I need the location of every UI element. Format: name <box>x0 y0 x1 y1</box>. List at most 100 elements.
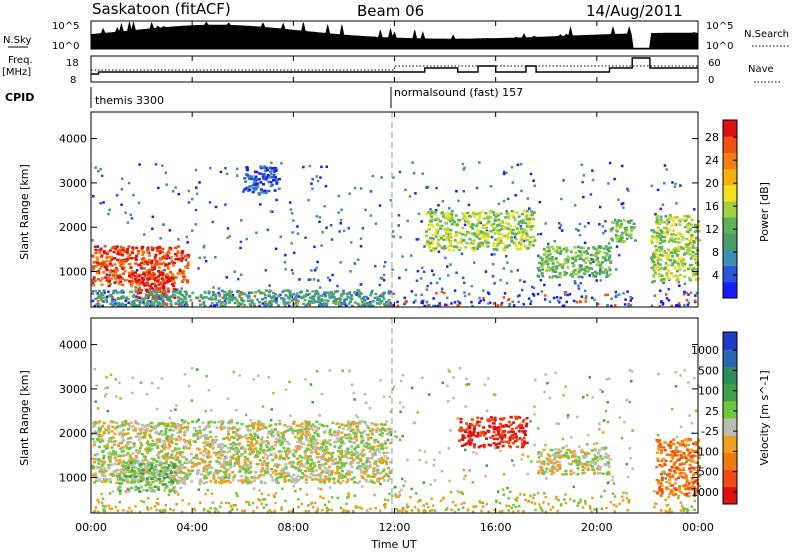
echo-cell <box>359 459 363 463</box>
echo-cell <box>163 281 166 285</box>
echo-cell <box>430 210 433 213</box>
echo-cell <box>328 291 332 294</box>
scatter-cell <box>625 492 628 495</box>
echo-cell <box>439 225 443 228</box>
echo-cell <box>92 276 96 279</box>
echo-cell <box>134 290 138 293</box>
echo-cell <box>157 464 160 467</box>
scatter-cell <box>546 381 549 385</box>
echo-cell <box>269 453 273 456</box>
echo-cell <box>135 450 139 454</box>
echo-cell <box>651 256 655 259</box>
echo-cell <box>671 229 675 232</box>
echo-cell <box>660 278 664 281</box>
colorbar-tick-label: 12 <box>705 223 719 236</box>
echo-cell <box>133 470 137 473</box>
scatter-cell <box>502 170 506 174</box>
echo-cell <box>672 240 676 243</box>
echo-cell <box>253 432 257 435</box>
scatter-cell <box>620 495 624 498</box>
echo-cell <box>363 295 367 299</box>
scatter-cell <box>674 385 678 388</box>
echo-cell <box>305 475 309 478</box>
scatter-cell <box>176 288 179 291</box>
scatter-cell <box>514 505 518 509</box>
echo-cell <box>663 232 667 235</box>
echo-cell <box>98 267 102 271</box>
scatter-cell <box>392 235 395 238</box>
echo-cell <box>135 456 139 459</box>
scatter-cell <box>155 407 159 411</box>
echo-cell <box>237 434 241 437</box>
echo-cell <box>135 246 139 250</box>
echo-cell <box>658 222 662 226</box>
scatter-cell <box>527 455 530 458</box>
echo-cell <box>473 234 477 237</box>
echo-cell <box>611 239 615 242</box>
echo-cell <box>143 259 147 262</box>
echo-cell <box>583 269 587 272</box>
echo-cell <box>91 466 95 469</box>
scatter-cell <box>257 498 260 501</box>
scatter-cell <box>429 509 432 513</box>
scatter-cell <box>621 202 625 205</box>
echo-cell <box>187 422 190 425</box>
echo-cell <box>688 265 692 269</box>
echo-cell <box>112 250 116 254</box>
scatter-cell <box>288 201 292 204</box>
echo-cell <box>295 304 299 307</box>
scatter-cell <box>547 502 550 506</box>
scatter-cell <box>626 187 629 191</box>
echo-cell <box>257 191 261 195</box>
echo-cell <box>385 473 389 476</box>
echo-cell <box>343 462 347 465</box>
scatter-cell <box>663 164 667 167</box>
echo-cell <box>431 233 435 236</box>
scatter-cell <box>389 290 393 294</box>
echo-cell <box>309 449 313 452</box>
echo-cell <box>222 466 226 469</box>
scatter-cell <box>104 393 108 396</box>
scatter-cell <box>310 269 313 272</box>
echo-cell <box>150 444 154 447</box>
echo-cell <box>571 265 575 268</box>
echo-cell <box>181 450 185 454</box>
nsky-label: N.Sky <box>3 35 31 46</box>
echo-cell <box>543 253 547 256</box>
scatter-cell <box>270 510 273 514</box>
echo-cell <box>317 460 321 464</box>
scatter-cell <box>604 220 607 223</box>
scatter-cell <box>195 192 199 196</box>
echo-cell <box>100 283 104 286</box>
scatter-cell <box>157 295 161 298</box>
echo-cell <box>596 258 600 261</box>
echo-cell <box>654 245 658 248</box>
scatter-cell <box>564 501 568 505</box>
scatter-cell <box>406 458 409 462</box>
echo-cell <box>313 425 317 428</box>
echo-cell <box>690 254 694 258</box>
echo-cell <box>449 236 453 239</box>
echo-cell <box>602 247 606 250</box>
echo-cell <box>695 236 698 240</box>
echo-cell <box>97 433 101 436</box>
echo-cell <box>211 438 215 441</box>
scatter-cell <box>555 296 559 299</box>
echo-cell <box>110 299 114 303</box>
echo-cell <box>199 295 203 298</box>
echo-cell <box>91 254 95 257</box>
echo-cell <box>113 281 117 284</box>
echo-cell <box>673 248 677 252</box>
echo-cell <box>476 218 480 221</box>
scatter-cell <box>395 508 398 511</box>
scatter-cell <box>575 415 579 419</box>
echo-cell <box>332 299 336 303</box>
scatter-cell <box>145 393 149 396</box>
echo-cell <box>381 292 385 296</box>
scatter-cell <box>119 397 122 400</box>
echo-cell <box>182 447 186 450</box>
scatter-cell <box>530 300 533 303</box>
scatter-cell <box>212 286 215 289</box>
echo-cell <box>525 214 529 218</box>
scatter-cell <box>670 510 674 514</box>
